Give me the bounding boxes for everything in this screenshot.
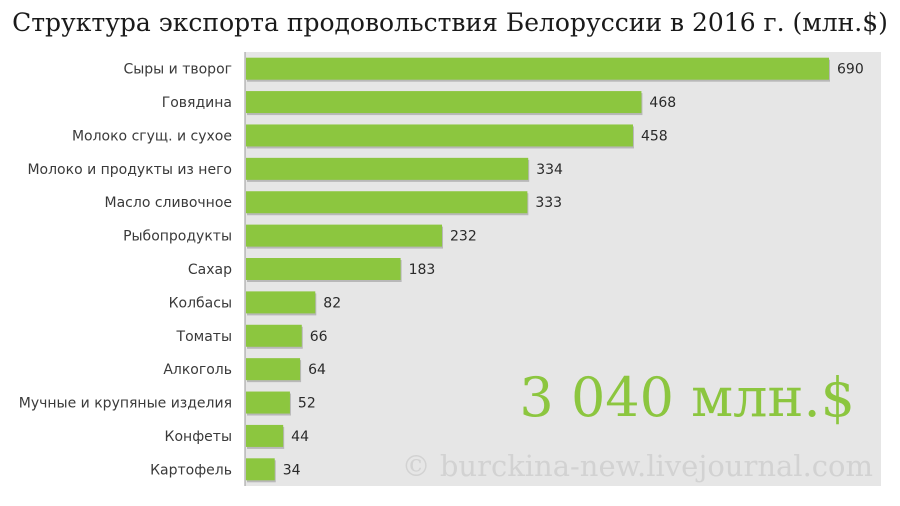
- bar: [246, 424, 284, 447]
- value-label: 468: [649, 95, 676, 111]
- value-label: 52: [298, 396, 316, 412]
- bar: [246, 391, 290, 414]
- category-label: Масло сливочное: [105, 195, 232, 211]
- category-label: Картофель: [150, 462, 232, 478]
- bar: [246, 258, 401, 280]
- value-label: 232: [450, 229, 477, 245]
- value-label: 458: [641, 128, 668, 144]
- bar: [246, 224, 443, 247]
- bars-group: Сыры и творог 690 Говядина 468 Молоко сгущ. …: [19, 57, 864, 483]
- bar: [246, 358, 301, 381]
- value-label: 34: [283, 462, 301, 478]
- watermark-text: © burckina-new.livejournal.com: [402, 449, 873, 483]
- category-label: Рыбопродукты: [123, 229, 232, 245]
- category-label: Молоко и продукты из него: [27, 162, 232, 178]
- category-label: Говядина: [162, 95, 232, 111]
- bar: [246, 57, 829, 80]
- bar: [246, 157, 529, 180]
- category-label: Мучные и крупяные изделия: [19, 396, 232, 412]
- category-label: Сахар: [188, 262, 232, 278]
- value-label: 66: [310, 329, 328, 345]
- bar: [246, 458, 275, 481]
- value-label: 183: [409, 262, 436, 278]
- category-label: Колбасы: [169, 295, 232, 311]
- value-label: 44: [291, 429, 309, 445]
- value-label: 64: [308, 362, 326, 378]
- total-export-label: 3 040 млн.$: [519, 366, 855, 429]
- bar: [246, 124, 633, 147]
- category-label: Алкоголь: [163, 362, 232, 378]
- chart-title: Структура экспорта продовольствия Белору…: [12, 8, 888, 37]
- bar: [246, 91, 642, 114]
- value-label: 334: [536, 162, 563, 178]
- category-label: Конфеты: [165, 429, 232, 445]
- category-label: Томаты: [176, 329, 232, 345]
- value-label: 82: [323, 295, 341, 311]
- value-label: 333: [535, 195, 562, 211]
- bar: [246, 324, 302, 347]
- bar: [246, 291, 316, 314]
- category-label: Молоко сгущ. и сухое: [72, 128, 232, 144]
- value-label: 690: [837, 62, 864, 78]
- category-label: Сыры и творог: [123, 62, 232, 78]
- bar: [246, 191, 528, 214]
